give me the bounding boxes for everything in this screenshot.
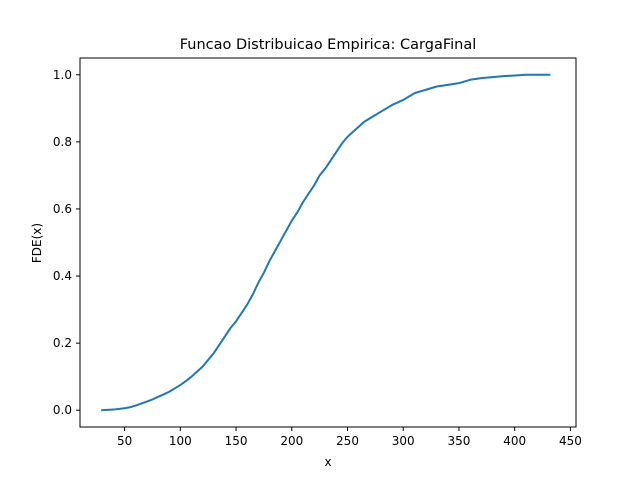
x-tick-label: 250 bbox=[336, 434, 359, 448]
axes-frame bbox=[79, 57, 577, 428]
y-tick-label: 0.8 bbox=[53, 135, 72, 149]
ecdf-series-line bbox=[101, 73, 551, 412]
y-axis-label: FDE(x) bbox=[30, 223, 44, 263]
x-tick-label: 350 bbox=[448, 434, 471, 448]
y-tick-label: 0.2 bbox=[53, 336, 72, 350]
y-tick-label: 0.4 bbox=[53, 269, 72, 283]
x-tick-label: 400 bbox=[503, 434, 526, 448]
x-axis-ticks: 50 100 150 200 250 300 350 400 450 bbox=[117, 427, 582, 448]
y-tick-label: 0.6 bbox=[53, 202, 72, 216]
x-tick-label: 50 bbox=[117, 434, 132, 448]
x-axis-label: x bbox=[324, 455, 331, 469]
x-tick-label: 450 bbox=[559, 434, 582, 448]
y-tick-label: 1.0 bbox=[53, 68, 72, 82]
x-tick-label: 150 bbox=[225, 434, 248, 448]
y-tick-label: 0.0 bbox=[53, 403, 72, 417]
y-axis-ticks: 0.0 0.2 0.4 0.6 0.8 1.0 bbox=[53, 68, 80, 417]
chart-title: Funcao Distribuicao Empirica: CargaFinal bbox=[180, 37, 477, 53]
x-tick-label: 300 bbox=[392, 434, 415, 448]
plot-area bbox=[101, 73, 551, 412]
x-tick-label: 100 bbox=[169, 434, 192, 448]
x-tick-label: 200 bbox=[280, 434, 303, 448]
